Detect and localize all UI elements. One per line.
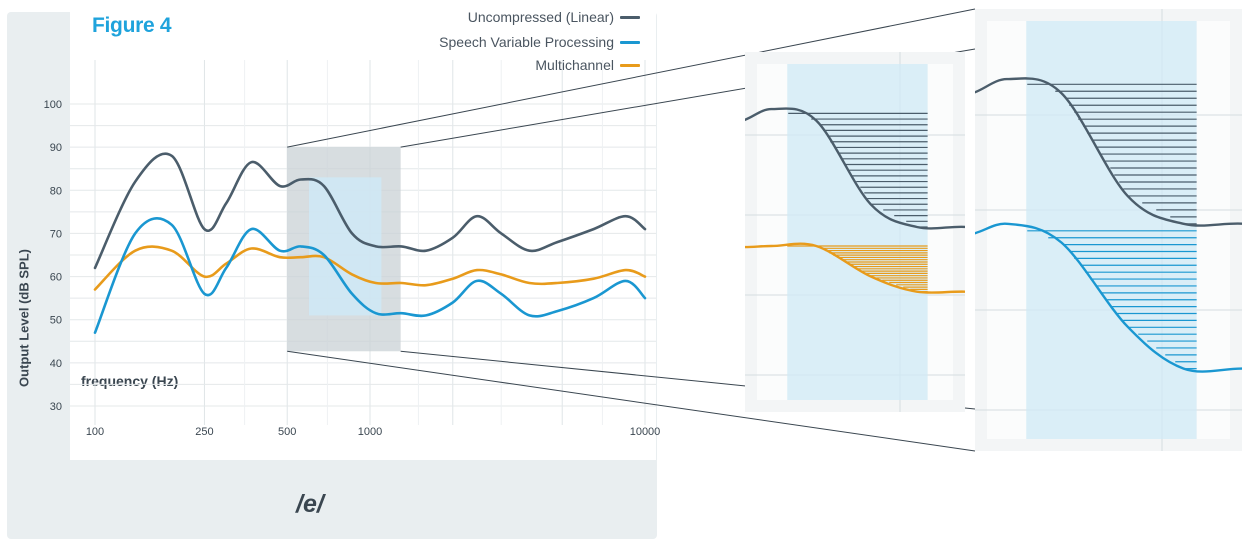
legend-label: Uncompressed (Linear) — [467, 9, 614, 25]
legend: Uncompressed (Linear) Speech Variable Pr… — [300, 8, 640, 73]
zoom-panel-speech-variable — [975, 9, 1242, 451]
legend-swatch — [620, 40, 640, 44]
x-tick-label: 250 — [195, 426, 213, 438]
connector-line — [287, 8, 976, 148]
legend-label: Speech Variable Processing — [439, 34, 614, 50]
legend-label: Multichannel — [535, 57, 614, 73]
legend-swatch — [620, 15, 640, 19]
series-multichannel-line — [93, 245, 647, 291]
y-tick-label: 100 — [44, 99, 62, 111]
x-tick-label: 100 — [86, 426, 104, 438]
legend-item-multichannel: Multichannel — [535, 56, 640, 74]
zoom-highlight-band — [1026, 21, 1197, 439]
figure-caption: /e/ — [296, 490, 324, 518]
zoom-series-multichannel-line — [745, 242, 965, 294]
x-axis-label: frequency (Hz) — [81, 373, 179, 389]
zoom-series-uncompressed-line — [745, 107, 965, 230]
y-tick-label: 70 — [50, 228, 62, 240]
highlight-band — [308, 177, 382, 316]
x-tick-label: 500 — [278, 426, 296, 438]
legend-swatch — [620, 63, 640, 67]
connector-line — [287, 350, 976, 452]
y-tick-label: 30 — [50, 401, 62, 413]
legend-item-speech-variable: Speech Variable Processing — [439, 33, 640, 51]
series-speech-variable-line — [93, 217, 647, 334]
series-uncompressed-line — [93, 152, 647, 270]
zoom-highlight-band — [787, 64, 928, 400]
y-tick-label: 80 — [50, 185, 62, 197]
y-tick-label: 90 — [50, 142, 62, 154]
zoom-series-uncompressed-line — [975, 77, 1242, 227]
x-tick-label: 1000 — [358, 426, 382, 438]
y-tick-label: 60 — [50, 272, 62, 284]
figure-title: Figure 4 — [92, 14, 172, 37]
y-tick-label: 40 — [50, 358, 62, 370]
y-tick-label: 50 — [50, 315, 62, 327]
legend-item-uncompressed: Uncompressed (Linear) — [468, 8, 640, 26]
zoom-series-speech-variable-line — [975, 222, 1242, 373]
zoom-panel-multichannel — [745, 52, 965, 412]
x-tick-label: 10000 — [630, 426, 661, 438]
